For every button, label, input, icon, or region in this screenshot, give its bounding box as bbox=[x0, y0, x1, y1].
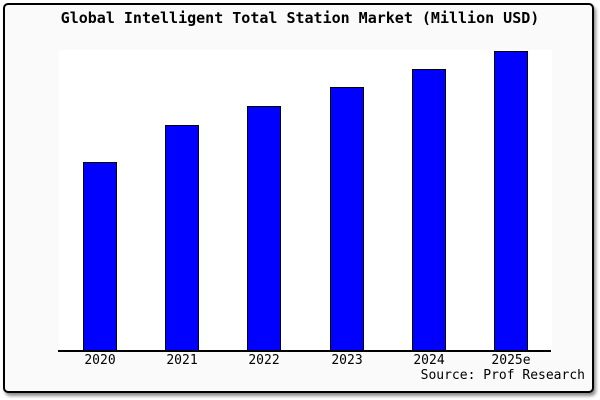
bar-2025e bbox=[494, 51, 528, 351]
bar-2023 bbox=[330, 87, 364, 351]
x-axis-line bbox=[58, 350, 551, 352]
x-tick-label-2025e: 2025e bbox=[491, 353, 531, 368]
x-tick-label-2024: 2024 bbox=[413, 353, 445, 368]
x-tick-label-2023: 2023 bbox=[331, 353, 363, 368]
bar-2021 bbox=[165, 125, 199, 351]
source-credit: Source: Prof Research bbox=[420, 368, 585, 383]
plot-area bbox=[59, 50, 552, 351]
x-tick-label-2020: 2020 bbox=[84, 353, 116, 368]
bar-2020 bbox=[83, 162, 117, 351]
x-tick-label-2022: 2022 bbox=[248, 353, 280, 368]
chart-title: Global Intelligent Total Station Market … bbox=[60, 9, 540, 27]
x-tick-label-2021: 2021 bbox=[166, 353, 198, 368]
bar-2024 bbox=[412, 69, 446, 351]
bar-2022 bbox=[247, 106, 281, 351]
